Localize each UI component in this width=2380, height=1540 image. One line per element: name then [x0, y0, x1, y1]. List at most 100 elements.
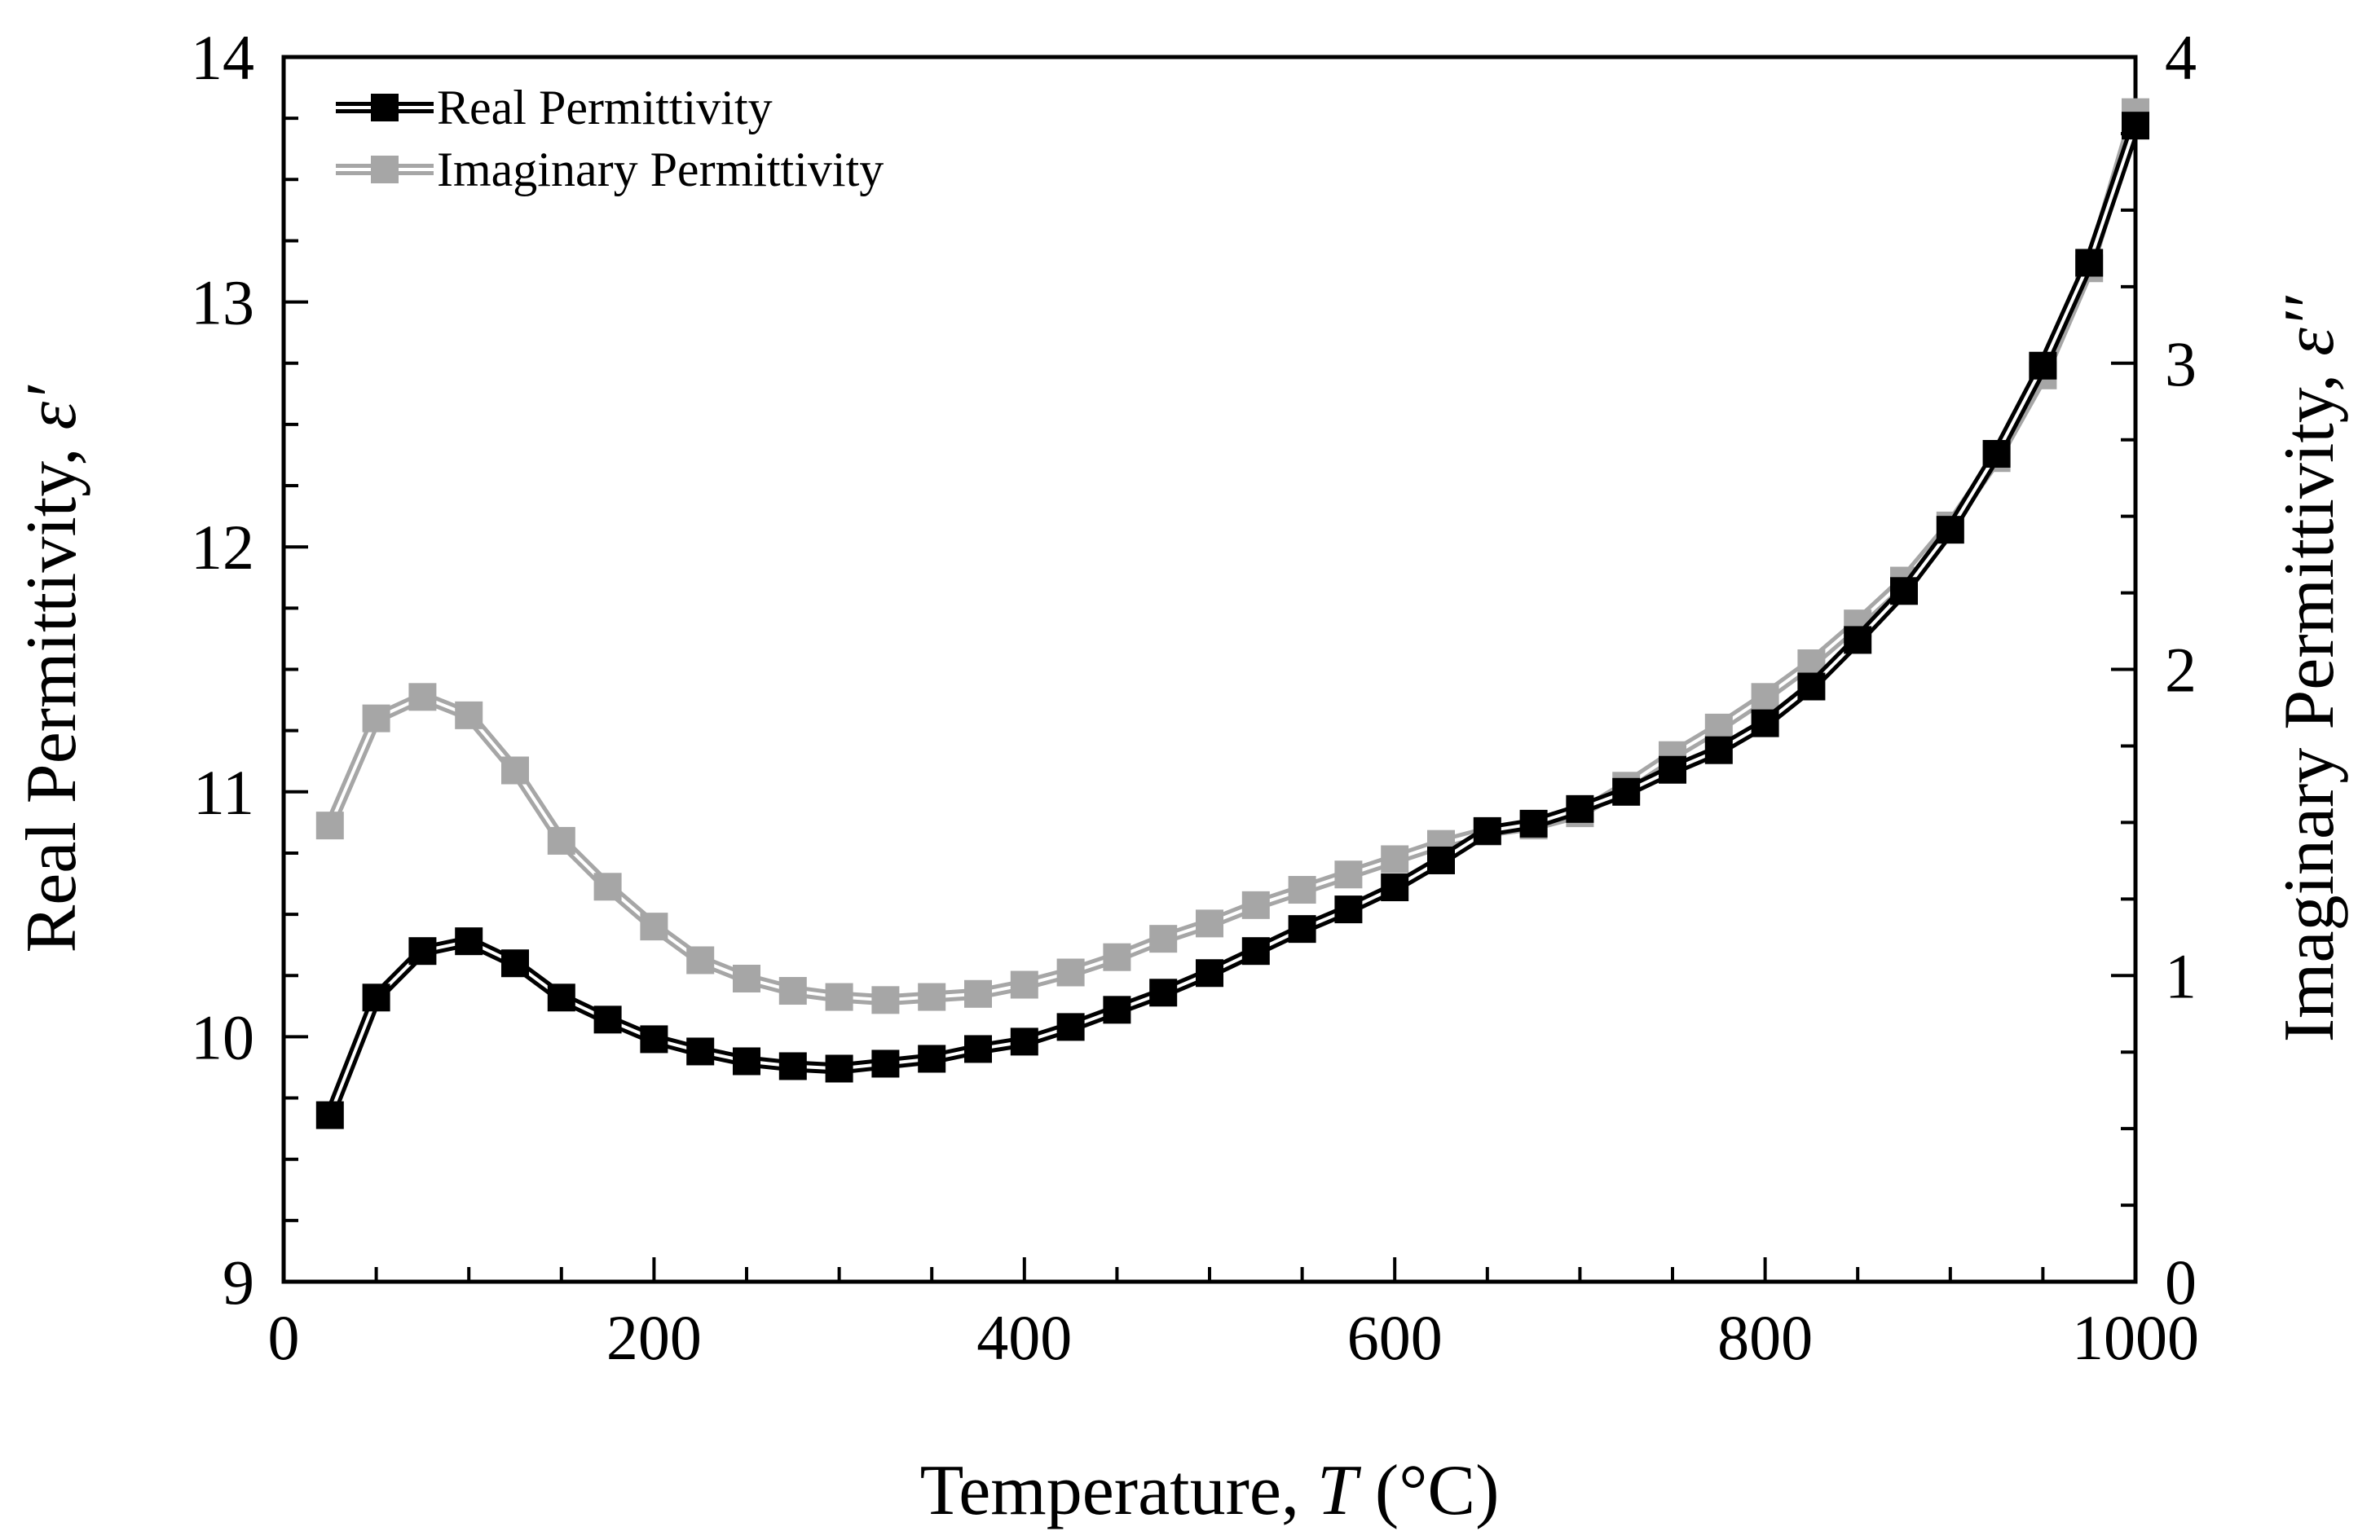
legend: Real Permittivity Imaginary Permittivity	[336, 81, 884, 196]
data-point	[1566, 794, 1594, 823]
data-point	[315, 812, 344, 840]
x-tick-label: 1000	[2072, 1302, 2199, 1373]
series-line-core	[328, 112, 2137, 1002]
y-axis-title: Real Permittivity, ε′	[12, 385, 91, 953]
y2-tick-label: 0	[2165, 1247, 2197, 1318]
data-point	[778, 1052, 807, 1080]
legend-marker	[371, 156, 399, 183]
data-point	[825, 1054, 853, 1083]
data-point	[2122, 112, 2149, 140]
data-point	[1196, 959, 1223, 988]
series-line-core	[328, 125, 2137, 1116]
data-point	[1288, 915, 1316, 944]
x-tick-label: 600	[1347, 1302, 1443, 1373]
data-point	[1196, 909, 1223, 938]
data-point	[918, 983, 946, 1011]
data-point	[547, 826, 575, 855]
data-point	[547, 983, 575, 1012]
data-point	[1844, 626, 1872, 654]
data-point	[1381, 845, 1409, 873]
series-line-outline	[324, 110, 2141, 1006]
data-point	[1103, 943, 1131, 971]
y-tick-label: 14	[191, 22, 254, 93]
data-point	[871, 986, 900, 1014]
x-tick-label: 0	[268, 1302, 300, 1373]
y2-tick-label: 4	[2165, 22, 2197, 93]
data-point	[871, 1049, 900, 1078]
data-point	[1241, 891, 1270, 919]
data-point	[593, 873, 622, 901]
data-point	[1288, 876, 1316, 904]
plot-border	[281, 55, 2138, 1284]
data-point	[362, 983, 390, 1012]
data-point	[2029, 351, 2057, 380]
series-layer	[315, 98, 2149, 1129]
data-point	[640, 1025, 668, 1054]
data-point	[640, 913, 668, 941]
y2-tick-label: 2	[2165, 635, 2197, 706]
data-point	[501, 756, 529, 785]
data-point	[2075, 249, 2104, 277]
data-point	[455, 927, 483, 956]
legend-item: Imaginary Permittivity	[336, 143, 884, 196]
data-point	[825, 983, 853, 1011]
data-point	[964, 979, 992, 1008]
data-point	[315, 1101, 344, 1129]
y-tick-label: 9	[223, 1247, 254, 1318]
x-tick-label: 800	[1717, 1302, 1813, 1373]
data-point	[1936, 516, 1964, 544]
data-point	[1519, 809, 1548, 838]
legend-label: Real Permittivity	[437, 81, 773, 134]
data-point	[1890, 577, 1918, 605]
x-tick-label: 200	[606, 1302, 702, 1373]
data-point	[362, 704, 390, 733]
data-point	[1982, 439, 2011, 468]
data-point	[1473, 816, 1501, 845]
data-point	[1149, 925, 1178, 953]
data-point	[408, 937, 437, 966]
x-tick-label: 400	[976, 1302, 1072, 1373]
data-point	[686, 946, 715, 975]
data-point	[1056, 1013, 1085, 1041]
data-point	[1149, 979, 1178, 1007]
data-point	[1797, 672, 1826, 701]
data-point	[1334, 860, 1363, 889]
data-point	[964, 1035, 992, 1063]
y-tick-label: 10	[191, 1001, 254, 1072]
series-real-permittivity	[315, 112, 2149, 1129]
data-point	[1241, 937, 1270, 966]
y2-axis-title: Imaginary Permittivity, ε′′	[2270, 295, 2349, 1042]
data-point	[686, 1037, 715, 1066]
data-point	[1381, 873, 1409, 902]
data-point	[1056, 958, 1085, 987]
data-point	[1751, 683, 1779, 711]
y2-tick-label: 3	[2165, 328, 2197, 399]
data-point	[733, 965, 760, 993]
data-point	[408, 683, 437, 711]
y-tick-label: 11	[193, 757, 254, 828]
data-point	[1010, 1027, 1038, 1056]
data-point	[733, 1047, 760, 1076]
data-point	[1010, 970, 1038, 999]
data-point	[593, 1005, 622, 1034]
data-point	[501, 949, 529, 978]
legend-item: Real Permittivity	[336, 81, 773, 134]
y2-tick-label: 1	[2165, 940, 2197, 1011]
data-point	[1659, 755, 1686, 784]
plot-frame-layer	[281, 55, 2138, 1284]
legend-label: Imaginary Permittivity	[437, 143, 884, 196]
series-imaginary-permittivity	[315, 98, 2149, 1014]
data-point	[778, 977, 807, 1005]
data-point	[1751, 709, 1779, 737]
y-tick-label: 13	[191, 267, 254, 338]
legend-marker	[371, 94, 399, 121]
data-point	[1103, 996, 1131, 1024]
x-axis-title: Temperature, T (°C)	[920, 1451, 1500, 1530]
data-point	[1334, 895, 1363, 924]
data-point	[1612, 777, 1641, 806]
y-tick-label: 12	[191, 512, 254, 583]
data-point	[455, 701, 483, 729]
data-point	[1704, 736, 1733, 764]
